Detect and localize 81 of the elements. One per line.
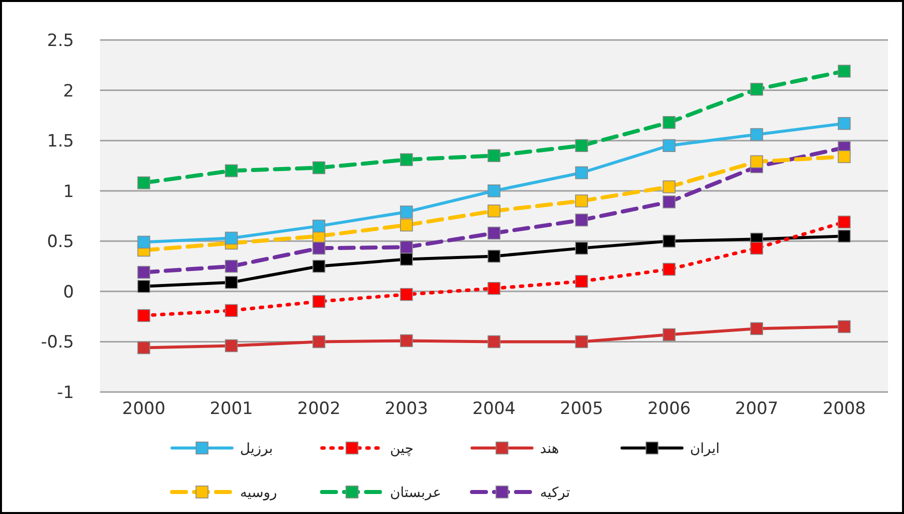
point <box>400 206 413 218</box>
point <box>312 161 326 174</box>
point <box>224 304 238 317</box>
point <box>838 216 851 228</box>
point <box>224 339 238 352</box>
x-tick-label: 2004 <box>472 399 516 419</box>
point <box>750 128 764 141</box>
legend-label: چین <box>390 441 414 457</box>
point <box>224 232 238 245</box>
point <box>575 166 588 180</box>
y-tick-label: 2 <box>63 81 74 102</box>
point <box>750 242 764 255</box>
point <box>137 280 150 293</box>
point <box>137 236 150 249</box>
x-tick-label: 2001 <box>210 399 253 419</box>
point <box>838 150 851 164</box>
point <box>750 155 764 168</box>
point <box>575 274 588 288</box>
point <box>488 282 500 295</box>
x-tick-label: 2000 <box>122 399 166 419</box>
point <box>224 260 238 273</box>
point <box>575 139 588 152</box>
point <box>750 322 764 336</box>
point <box>400 153 413 166</box>
point <box>662 180 676 194</box>
point <box>662 234 676 248</box>
point <box>312 220 326 232</box>
point <box>400 252 413 266</box>
point <box>137 266 150 279</box>
y-tick-label: 0 <box>63 282 74 302</box>
legend-label: ایران <box>690 441 720 457</box>
point <box>312 260 326 273</box>
legend-label: ترکیه <box>540 485 570 501</box>
point <box>750 82 764 96</box>
point <box>575 214 588 226</box>
x-tick-label: 2007 <box>735 399 778 419</box>
point <box>838 117 851 130</box>
x-tick-label: 2003 <box>384 399 428 419</box>
point <box>312 295 326 308</box>
point <box>137 309 150 322</box>
y-tick-label: 0.5 <box>46 232 74 252</box>
point <box>838 320 851 334</box>
point <box>575 335 588 348</box>
point <box>488 226 500 240</box>
y-tick-label: -1 <box>57 383 74 403</box>
point <box>662 139 676 152</box>
legend-label: عربستان <box>390 485 442 501</box>
y-tick-label: 2.5 <box>46 31 74 51</box>
point <box>575 242 588 255</box>
point <box>838 64 851 78</box>
legend-label: هند <box>540 441 559 457</box>
point <box>662 262 676 276</box>
point <box>488 184 500 198</box>
x-tick-label: 2005 <box>560 399 604 419</box>
point <box>838 230 851 243</box>
point <box>137 341 150 354</box>
x-tick-label: 2008 <box>822 399 866 419</box>
point <box>662 116 676 129</box>
x-tick-label: 2006 <box>647 399 691 419</box>
point <box>312 242 326 255</box>
point <box>488 250 500 263</box>
point <box>662 196 676 208</box>
point <box>488 149 500 162</box>
point <box>224 164 238 178</box>
y-tick-label: -0.5 <box>40 332 74 353</box>
point <box>224 276 238 289</box>
point <box>400 240 413 254</box>
legend-label: برزیل <box>240 441 273 457</box>
point <box>488 335 500 348</box>
point <box>137 176 150 190</box>
point <box>400 334 413 348</box>
point <box>400 218 413 232</box>
point <box>312 335 326 348</box>
y-tick-label: 1 <box>63 182 74 202</box>
point <box>662 328 676 342</box>
y-tick-label: 1.5 <box>46 132 74 152</box>
point <box>575 194 588 208</box>
point <box>488 204 500 218</box>
point <box>400 288 413 301</box>
x-tick-label: 2002 <box>297 399 341 419</box>
legend-label: روسیه <box>240 485 277 501</box>
